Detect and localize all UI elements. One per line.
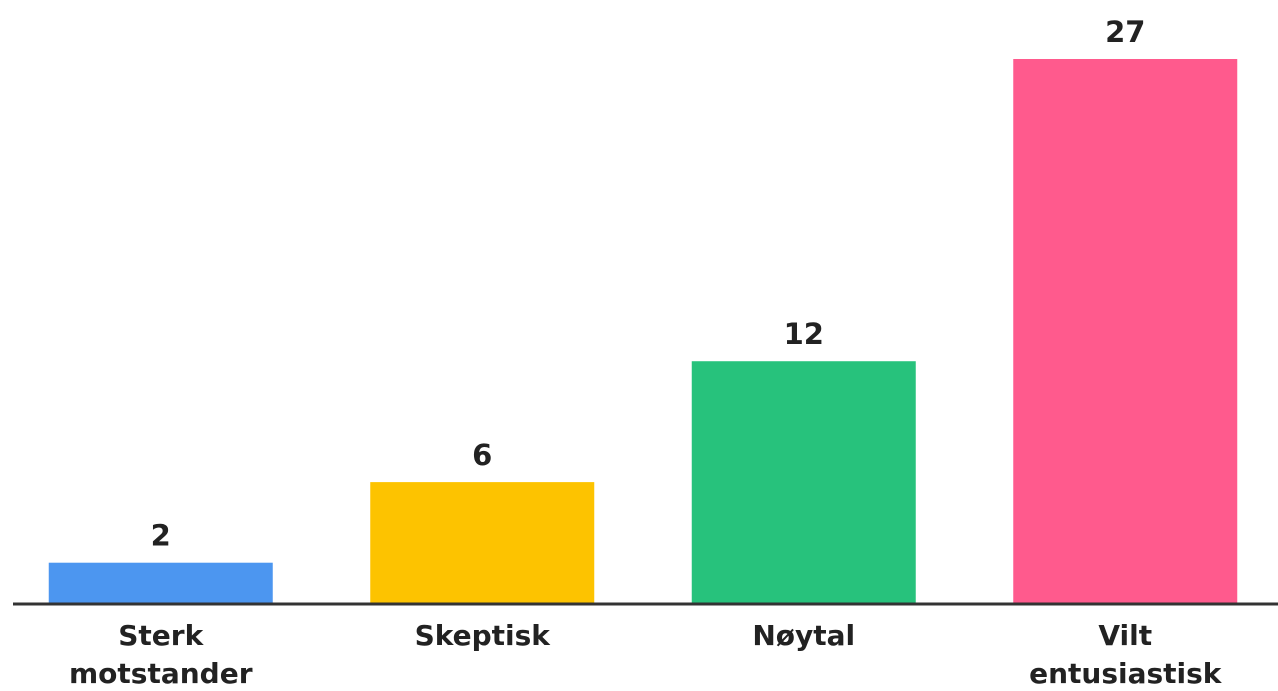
bar [691, 361, 916, 603]
category-label-line: Vilt [1098, 619, 1152, 652]
category-label: Skeptisk [415, 619, 552, 652]
bars-group [48, 59, 1238, 603]
category-label-line: Sterk [118, 619, 204, 652]
category-label-line: Skeptisk [415, 619, 552, 652]
bar-value-label: 12 [784, 317, 824, 351]
value-labels-group: 2 6 12 27 [151, 15, 1146, 553]
bar-value-label: 2 [151, 519, 171, 553]
category-label: Nøytal [752, 619, 855, 652]
category-label-line: entusiastisk [1029, 657, 1223, 690]
category-labels-group: Sterk motstander Skeptisk Nøytal Vilt entusia… [69, 619, 1223, 690]
category-label-line: motstander [69, 657, 253, 690]
bar [1013, 59, 1238, 603]
bar-value-label: 27 [1105, 15, 1145, 49]
category-label-line: Nøytal [752, 619, 855, 652]
bar [370, 482, 595, 603]
bar-value-label: 6 [472, 438, 492, 472]
category-label: Sterk motstander [69, 619, 253, 690]
category-label: Vilt entusiastisk [1029, 619, 1223, 690]
bar [48, 562, 273, 603]
